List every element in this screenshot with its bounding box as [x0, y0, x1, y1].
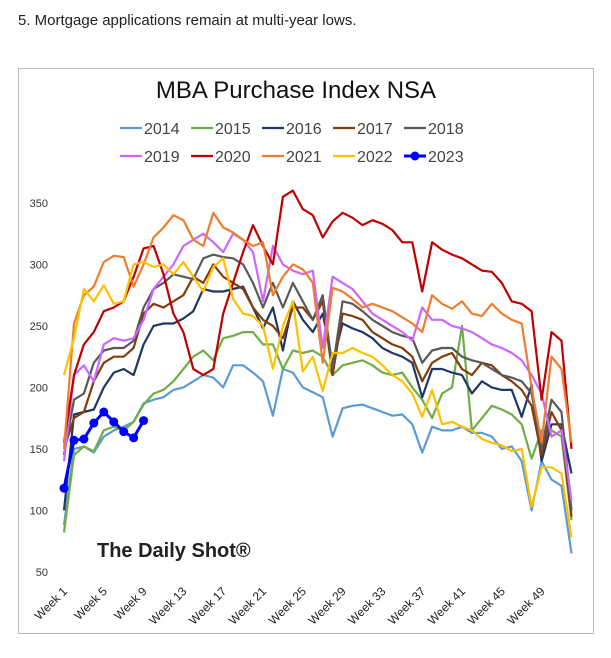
point	[129, 433, 139, 443]
x-tick-label: Week 13	[146, 584, 189, 627]
point	[79, 434, 89, 444]
x-tick-label: Week 25	[266, 584, 309, 627]
x-tick-label: Week 45	[465, 584, 508, 627]
point	[89, 418, 99, 428]
x-tick-label: Week 5	[71, 584, 110, 623]
x-tick-label: Week 21	[226, 584, 269, 627]
x-tick-label: Week 29	[305, 584, 348, 627]
x-tick-label: Week 37	[385, 584, 428, 627]
legend-label: 2023	[428, 149, 464, 166]
series-line	[62, 189, 573, 450]
y-tick-label: 250	[30, 321, 48, 333]
series-line	[62, 364, 573, 554]
point	[99, 407, 109, 417]
watermark: The Daily Shot®	[97, 540, 251, 562]
legend-label: 2016	[286, 121, 322, 138]
series-line	[62, 232, 573, 501]
series-line	[62, 253, 573, 511]
y-tick-label: 100	[30, 505, 48, 517]
point	[59, 483, 69, 493]
x-tick-label: Week 49	[504, 584, 547, 627]
legend-label: 2015	[215, 121, 251, 138]
x-tick-label: Week 33	[345, 584, 388, 627]
x-tick-label: Week 17	[186, 584, 229, 627]
legend-label: 2021	[286, 149, 322, 166]
series-line	[62, 257, 573, 538]
point	[109, 417, 119, 427]
header: 5. Mortgage applications remain at multi…	[18, 12, 357, 29]
legend-label: 2018	[428, 121, 464, 138]
x-tick-label: Week 41	[425, 584, 468, 627]
legend-label: 2014	[144, 121, 180, 138]
legend-label: 2017	[357, 121, 393, 138]
legend-marker	[410, 151, 420, 161]
y-tick-label: 200	[30, 382, 48, 394]
x-tick-label: Week 9	[111, 584, 150, 623]
point	[119, 427, 129, 437]
y-tick-label: 50	[36, 567, 48, 579]
legend-label: 2020	[215, 149, 251, 166]
series-line	[62, 211, 573, 449]
chart-title: MBA Purchase Index NSA	[156, 77, 436, 104]
legend-label: 2019	[144, 149, 180, 166]
chart-frame	[18, 68, 594, 634]
y-tick-label: 300	[30, 259, 48, 271]
y-tick-label: 350	[30, 198, 48, 210]
x-tick-label: Week 1	[32, 584, 71, 623]
legend-label: 2022	[357, 149, 393, 166]
point	[139, 416, 149, 426]
point	[69, 435, 79, 445]
series-line	[62, 324, 573, 533]
y-tick-label: 150	[30, 444, 48, 456]
